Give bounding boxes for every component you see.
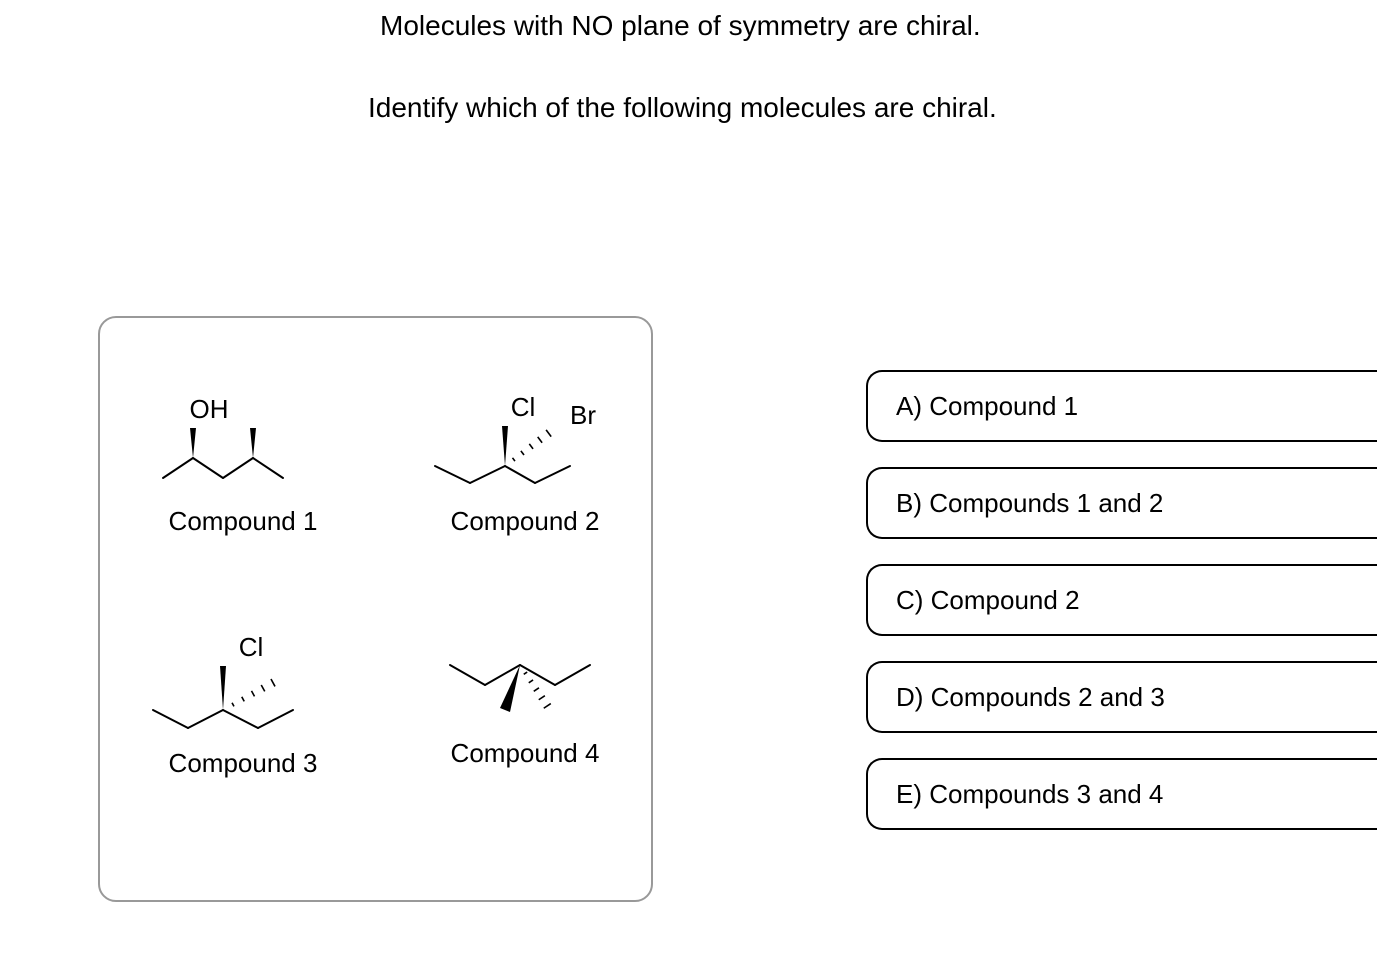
compound-1: OH Compound 1 xyxy=(118,388,368,537)
compound-2: Cl Br Compound 2 xyxy=(400,388,650,537)
svg-text:OH: OH xyxy=(190,394,229,424)
answer-b[interactable]: B) Compounds 1 and 2 xyxy=(866,467,1377,539)
compound-1-label: Compound 1 xyxy=(118,506,368,537)
compound-2-label: Compound 2 xyxy=(400,506,650,537)
answer-a[interactable]: A) Compound 1 xyxy=(866,370,1377,442)
question-line-1: Molecules with NO plane of symmetry are … xyxy=(380,10,981,42)
compound-2-structure: Cl Br xyxy=(415,388,635,498)
answer-d-label: D) Compounds 2 and 3 xyxy=(896,682,1165,713)
svg-text:Cl: Cl xyxy=(239,632,264,662)
answer-b-label: B) Compounds 1 and 2 xyxy=(896,488,1163,519)
answer-e-label: E) Compounds 3 and 4 xyxy=(896,779,1163,810)
compound-4-label: Compound 4 xyxy=(400,738,650,769)
question-line-2: Identify which of the following molecule… xyxy=(368,92,997,124)
answer-c[interactable]: C) Compound 2 xyxy=(866,564,1377,636)
svg-text:Br: Br xyxy=(570,400,596,430)
compound-4-structure xyxy=(425,630,625,730)
svg-text:Cl: Cl xyxy=(511,392,536,422)
compound-1-structure: OH xyxy=(143,388,343,498)
answer-c-label: C) Compound 2 xyxy=(896,585,1080,616)
answer-a-label: A) Compound 1 xyxy=(896,391,1078,422)
compound-3-label: Compound 3 xyxy=(118,748,368,779)
compound-3: Cl Compound 3 xyxy=(118,630,368,779)
compound-4: Compound 4 xyxy=(400,630,650,769)
compound-3-structure: Cl xyxy=(133,630,353,740)
answer-e[interactable]: E) Compounds 3 and 4 xyxy=(866,758,1377,830)
answer-d[interactable]: D) Compounds 2 and 3 xyxy=(866,661,1377,733)
